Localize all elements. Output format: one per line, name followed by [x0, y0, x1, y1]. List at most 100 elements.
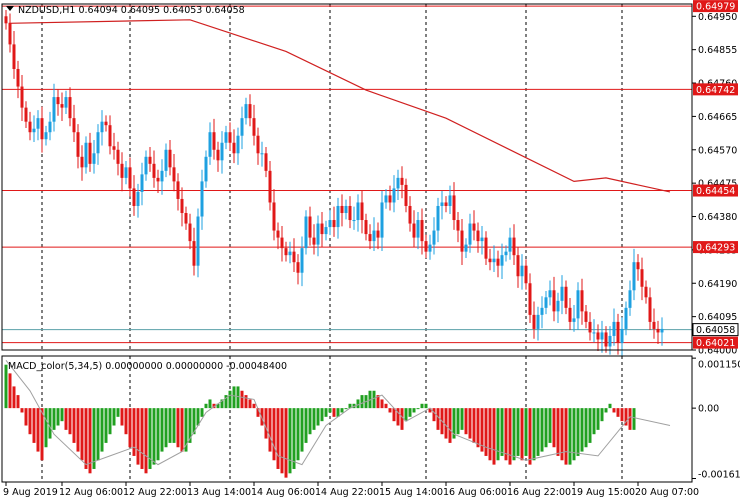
candle: [104, 115, 108, 132]
candle: [560, 275, 564, 315]
macd-bar: [88, 408, 92, 474]
candle-body: [280, 237, 284, 249]
candle-body: [216, 149, 220, 161]
macd-bar: [256, 408, 260, 417]
macd-signal-line: [5, 359, 671, 466]
macd-bar: [600, 408, 604, 422]
level-label: 0.64742: [696, 85, 735, 96]
candles-layer: [4, 9, 664, 357]
macd-bar: [160, 408, 164, 452]
level-label: 0.64454: [696, 186, 735, 197]
macd-bar: [196, 408, 200, 426]
chart-title: NZDUSD,H1 0.64094 0.64095 0.64053 0.6405…: [18, 5, 245, 16]
candle-body: [248, 104, 252, 119]
candle: [180, 187, 184, 227]
x-tick-label: 12 Aug 22:00: [123, 487, 187, 498]
macd-bar: [544, 408, 548, 448]
candle: [264, 146, 268, 178]
candle-body: [488, 258, 492, 263]
x-tick-label: 19 Aug 15:00: [571, 487, 635, 498]
candle: [496, 250, 500, 278]
macd-bar: [220, 399, 224, 409]
candle: [232, 129, 236, 164]
candle: [432, 217, 436, 255]
collapse-icon[interactable]: [6, 6, 14, 11]
macd-bar: [452, 408, 456, 439]
macd-bar: [456, 408, 460, 435]
macd-bar: [96, 408, 100, 461]
candle: [224, 125, 228, 150]
candle: [44, 125, 48, 146]
candle-body: [92, 153, 96, 164]
candle: [200, 169, 204, 230]
candle: [448, 185, 452, 215]
candle-body: [580, 290, 584, 312]
macd-bar: [28, 408, 32, 435]
candle-body: [420, 220, 424, 242]
macd-bar: [180, 408, 184, 452]
macd-bar: [336, 408, 340, 417]
candle-body: [8, 23, 12, 45]
candle-body: [296, 262, 300, 273]
candle: [204, 150, 208, 188]
candle: [648, 287, 652, 330]
candle: [20, 74, 24, 121]
candle: [92, 139, 96, 174]
candle: [140, 162, 144, 206]
x-tick-label: 15 Aug 14:00: [379, 487, 443, 498]
macd-bar: [272, 408, 276, 461]
candle-body: [208, 132, 212, 157]
macd-bar: [556, 408, 560, 456]
candle: [456, 211, 460, 243]
y-tick-label: 0.64095: [698, 312, 737, 323]
candle: [512, 224, 516, 265]
candle-body: [516, 255, 520, 277]
y-tick-labels: 0.649500.648550.647600.646650.645700.644…: [692, 12, 737, 357]
candle-body: [192, 241, 196, 266]
macd-bar: [232, 386, 236, 409]
candle-body: [460, 230, 464, 252]
macd-bar: [580, 408, 584, 452]
macd-title: MACD_color(5,34,5) 0.00000000 0.00000000…: [8, 361, 287, 372]
candle: [584, 305, 588, 329]
macd-tick-label: -0.0016194: [698, 470, 740, 481]
candle-body: [508, 237, 512, 252]
candle-body: [40, 118, 44, 140]
candle: [116, 141, 120, 176]
macd-bar: [192, 408, 196, 435]
candle-body: [140, 174, 144, 192]
candle: [128, 157, 132, 197]
candle-body: [596, 332, 600, 340]
macd-bar: [240, 390, 244, 409]
candle-body: [4, 16, 8, 24]
candle-body: [456, 220, 460, 231]
macd-bar: [40, 408, 44, 461]
macd-bar: [540, 408, 544, 452]
candle: [636, 254, 640, 281]
candle: [280, 226, 284, 262]
candle: [172, 153, 176, 192]
candle: [336, 197, 340, 239]
candle: [296, 254, 300, 285]
candle: [524, 259, 528, 290]
x-tick-label: 13 Aug 14:00: [187, 487, 251, 498]
candle-body: [124, 167, 128, 178]
macd-bar: [460, 408, 464, 430]
candle-body: [68, 97, 72, 119]
candle: [644, 280, 648, 304]
candle: [260, 141, 264, 167]
candle-body: [56, 97, 60, 105]
candle-body: [180, 198, 184, 214]
macd-bar: [132, 408, 136, 456]
candle: [520, 254, 524, 290]
macd-bar: [308, 408, 312, 435]
candle-body: [276, 230, 280, 238]
macd-tick-label: 0.00: [698, 404, 719, 415]
macd-bar: [156, 408, 160, 461]
macd-bar: [52, 408, 56, 430]
candle: [460, 218, 464, 265]
y-tick-label: 0.64475: [698, 179, 737, 190]
candle: [536, 306, 540, 341]
macd-bar: [444, 408, 448, 439]
macd-bar: [152, 408, 156, 465]
